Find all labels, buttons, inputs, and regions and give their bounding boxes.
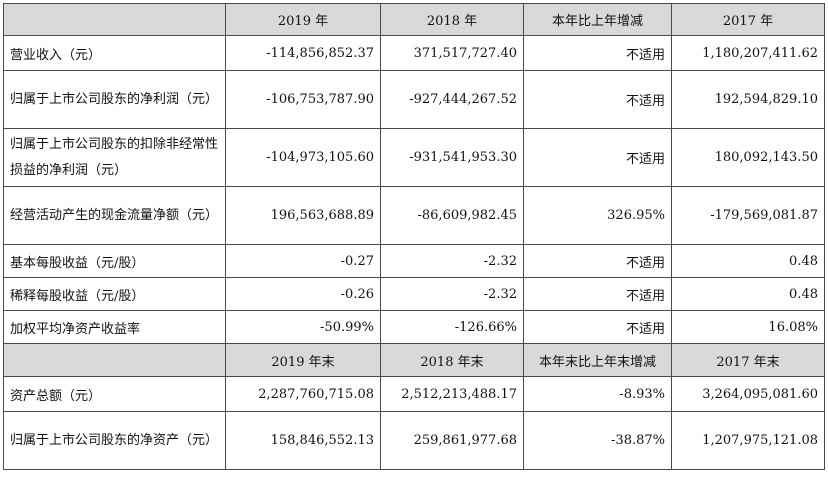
value-cell: 2,512,213,488.17 [380,376,524,412]
value-cell: -106,753,787.90 [225,70,381,129]
header-cell: 2018 年 [380,3,524,36]
table-row: 归属于上市公司股东的扣除非经常性损益的净利润（元） -104,973,105.6… [3,128,825,187]
row-label: 资产总额（元） [3,376,226,412]
row-label: 经营活动产生的现金流量净额（元） [3,186,226,245]
table-row: 归属于上市公司股东的净资产（元） 158,846,552.13 259,861,… [3,411,825,470]
table-row: 基本每股收益（元/股） -0.27 -2.32 不适用 0.48 [3,244,825,278]
value-cell: 不适用 [523,35,672,71]
value-cell: 192,594,829.10 [671,70,825,129]
header-blank-cell [3,343,226,377]
value-cell: 2,287,760,715.08 [225,376,381,412]
table-row: 归属于上市公司股东的净利润（元） -106,753,787.90 -927,44… [3,70,825,129]
financial-summary-table: 2019 年 2018 年 本年比上年增减 2017 年 营业收入（元） -11… [3,3,825,470]
table-row: 资产总额（元） 2,287,760,715.08 2,512,213,488.1… [3,376,825,412]
value-cell: -0.26 [225,277,381,311]
row-label: 稀释每股收益（元/股） [3,277,226,311]
value-cell: -179,569,081.87 [671,186,825,245]
value-cell: 1,180,207,411.62 [671,35,825,71]
value-cell: -927,444,267.52 [380,70,524,129]
header-cell: 本年比上年增减 [523,3,672,36]
value-cell: 3,264,095,081.60 [671,376,825,412]
value-cell: -86,609,982.45 [380,186,524,245]
header-cell: 2017 年末 [671,343,825,377]
value-cell: 196,563,688.89 [225,186,381,245]
value-cell: 180,092,143.50 [671,128,825,187]
value-cell: 371,517,727.40 [380,35,524,71]
value-cell: 16.08% [671,310,825,344]
table-row: 经营活动产生的现金流量净额（元） 196,563,688.89 -86,609,… [3,186,825,245]
row-label: 基本每股收益（元/股） [3,244,226,278]
table-row: 稀释每股收益（元/股） -0.26 -2.32 不适用 0.48 [3,277,825,311]
value-cell: -2.32 [380,277,524,311]
value-cell: 1,207,975,121.08 [671,411,825,470]
header-row-year-end: 2019 年末 2018 年末 本年末比上年末增减 2017 年末 [3,343,825,377]
table-row: 营业收入（元） -114,856,852.37 371,517,727.40 不… [3,35,825,71]
header-row-years: 2019 年 2018 年 本年比上年增减 2017 年 [3,3,825,36]
value-cell: -50.99% [225,310,381,344]
value-cell: -8.93% [523,376,672,412]
value-cell: 不适用 [523,70,672,129]
value-cell: -0.27 [225,244,381,278]
row-label: 加权平均净资产收益率 [3,310,226,344]
table-row: 加权平均净资产收益率 -50.99% -126.66% 不适用 16.08% [3,310,825,344]
value-cell: -38.87% [523,411,672,470]
value-cell: 不适用 [523,128,672,187]
row-label: 归属于上市公司股东的净资产（元） [3,411,226,470]
value-cell: 不适用 [523,310,672,344]
header-cell: 2019 年 [225,3,381,36]
header-cell: 2018 年末 [380,343,524,377]
value-cell: 0.48 [671,244,825,278]
value-cell: 0.48 [671,277,825,311]
value-cell: 不适用 [523,244,672,278]
value-cell: -114,856,852.37 [225,35,381,71]
header-blank-cell [3,3,226,36]
value-cell: 259,861,977.68 [380,411,524,470]
value-cell: -104,973,105.60 [225,128,381,187]
value-cell: -2.32 [380,244,524,278]
row-label: 归属于上市公司股东的净利润（元） [3,70,226,129]
header-cell: 2019 年末 [225,343,381,377]
header-cell: 2017 年 [671,3,825,36]
value-cell: 326.95% [523,186,672,245]
value-cell: 不适用 [523,277,672,311]
row-label: 营业收入（元） [3,35,226,71]
value-cell: -126.66% [380,310,524,344]
row-label: 归属于上市公司股东的扣除非经常性损益的净利润（元） [3,128,226,187]
value-cell: 158,846,552.13 [225,411,381,470]
header-cell: 本年末比上年末增减 [523,343,672,377]
value-cell: -931,541,953.30 [380,128,524,187]
